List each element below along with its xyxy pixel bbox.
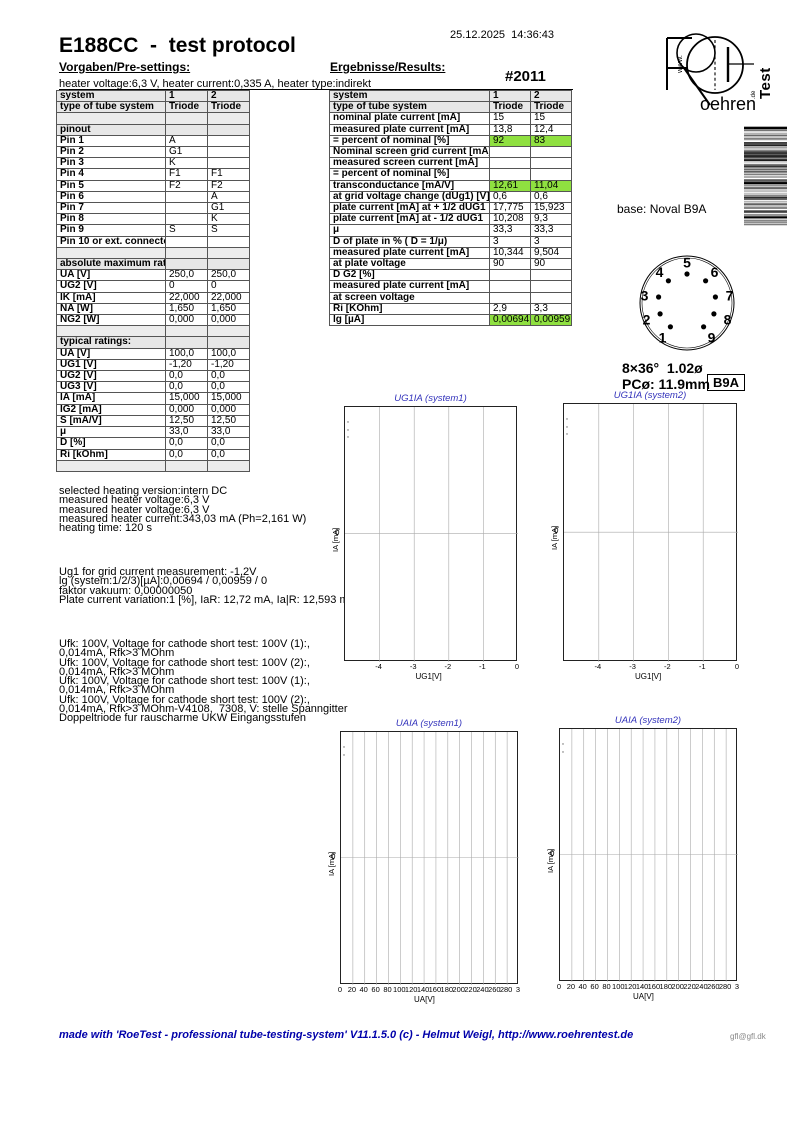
svg-text:3: 3: [641, 287, 649, 303]
svg-text:4: 4: [656, 264, 664, 280]
svg-text:9: 9: [708, 330, 716, 346]
svg-text:8: 8: [724, 312, 732, 328]
svg-text:oehren: oehren: [700, 94, 756, 114]
svg-text:1: 1: [659, 330, 667, 346]
svg-text:6: 6: [711, 264, 719, 280]
svg-text:5: 5: [683, 255, 691, 271]
svg-text:2: 2: [643, 312, 651, 328]
svg-text:7: 7: [726, 287, 734, 303]
